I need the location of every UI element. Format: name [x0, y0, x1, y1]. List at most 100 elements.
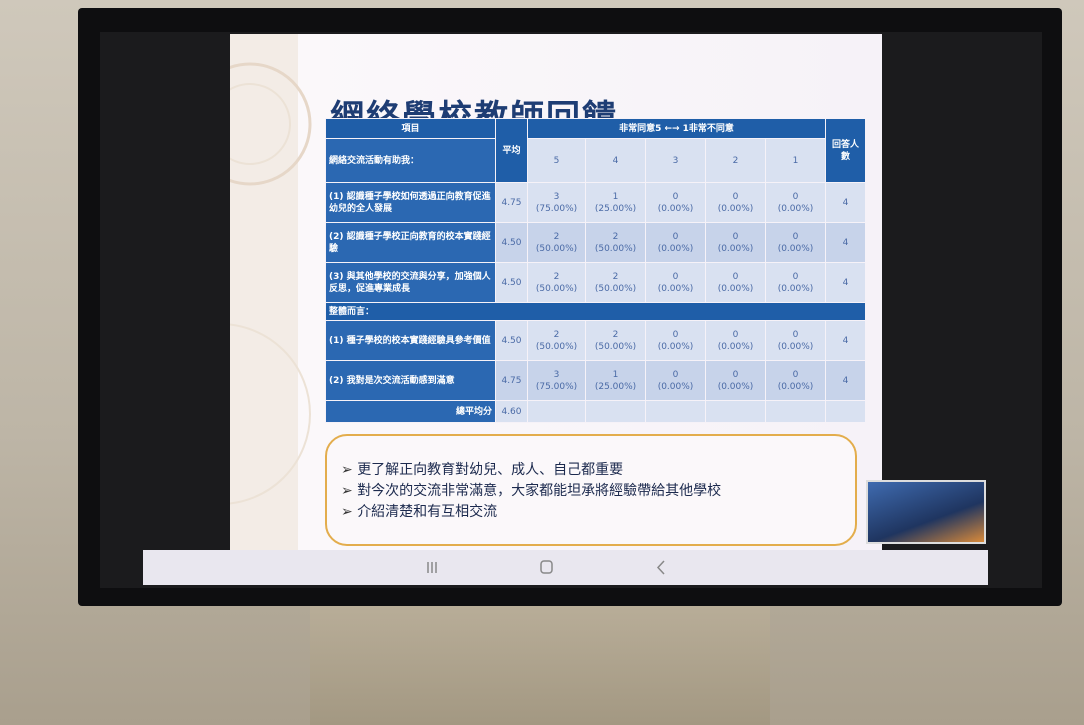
- header-row: 項目平均非常同意5 ←→ 1非常不同意回答人數: [326, 119, 866, 139]
- percent: (50.00%): [531, 243, 582, 255]
- empty-cell: [646, 401, 706, 423]
- average-cell: 4.50: [496, 223, 528, 263]
- count-cell: 3(75.00%): [528, 183, 586, 223]
- count: 0: [709, 329, 762, 341]
- count: 0: [649, 231, 702, 243]
- empty-cell: [766, 401, 826, 423]
- count-cell: 2(50.00%): [586, 263, 646, 303]
- item-cell: (1) 認識種子學校如何透過正向教育促進幼兒的全人發展: [326, 183, 496, 223]
- count-cell: 0(0.00%): [706, 263, 766, 303]
- percent: (50.00%): [531, 283, 582, 295]
- count: 3: [531, 191, 582, 203]
- respondents-cell: 4: [826, 321, 866, 361]
- count: 0: [709, 231, 762, 243]
- percent: (75.00%): [531, 381, 582, 393]
- photo: 網絡學校教師回饋 項目平均非常同意5 ←→ 1非常不同意回答人數網絡交流活動有助…: [0, 0, 1084, 725]
- count-cell: 2(50.00%): [586, 223, 646, 263]
- count: 0: [769, 369, 822, 381]
- count-cell: 0(0.00%): [766, 183, 826, 223]
- percent: (50.00%): [589, 243, 642, 255]
- header-item: 項目: [326, 119, 496, 139]
- total-label: 總平均分: [326, 401, 496, 423]
- header-scale: 非常同意5 ←→ 1非常不同意: [528, 119, 826, 139]
- average-cell: 4.75: [496, 183, 528, 223]
- count-cell: 0(0.00%): [766, 223, 826, 263]
- count-cell: 0(0.00%): [706, 321, 766, 361]
- count-cell: 1(25.00%): [586, 361, 646, 401]
- count: 0: [709, 369, 762, 381]
- count: 0: [769, 271, 822, 283]
- nav-icons: [143, 550, 988, 585]
- percent: (0.00%): [769, 203, 822, 215]
- count-cell: 2(50.00%): [528, 263, 586, 303]
- respondents-cell: 4: [826, 263, 866, 303]
- count: 1: [589, 191, 642, 203]
- count: 0: [649, 271, 702, 283]
- percent: (0.00%): [769, 381, 822, 393]
- count-cell: 0(0.00%): [646, 223, 706, 263]
- percent: (0.00%): [709, 203, 762, 215]
- item-cell: (2) 我對是次交流活動感到滿意: [326, 361, 496, 401]
- percent: (0.00%): [709, 243, 762, 255]
- count: 0: [649, 191, 702, 203]
- count: 0: [769, 231, 822, 243]
- count: 0: [769, 329, 822, 341]
- header-level: 2: [706, 139, 766, 183]
- count: 0: [769, 191, 822, 203]
- percent: (0.00%): [649, 381, 702, 393]
- count-cell: 0(0.00%): [766, 321, 826, 361]
- count-cell: 0(0.00%): [766, 361, 826, 401]
- count: 2: [531, 271, 582, 283]
- percent: (0.00%): [769, 283, 822, 295]
- count: 2: [589, 271, 642, 283]
- count: 0: [709, 191, 762, 203]
- nav-bar: [143, 550, 988, 585]
- header-row: 網絡交流活動有助我：54321: [326, 139, 866, 183]
- empty-cell: [826, 401, 866, 423]
- count-cell: 2(50.00%): [528, 223, 586, 263]
- percent: (0.00%): [709, 341, 762, 353]
- total-average: 4.60: [496, 401, 528, 423]
- count-cell: 0(0.00%): [646, 361, 706, 401]
- wall-lower: [310, 606, 770, 725]
- count: 2: [589, 329, 642, 341]
- percent: (75.00%): [531, 203, 582, 215]
- count: 2: [531, 329, 582, 341]
- average-cell: 4.75: [496, 361, 528, 401]
- count: 3: [531, 369, 582, 381]
- empty-cell: [706, 401, 766, 423]
- respondents-cell: 4: [826, 361, 866, 401]
- item-cell: (1) 種子學校的校本實踐經驗具參考價值: [326, 321, 496, 361]
- percent: (0.00%): [769, 243, 822, 255]
- respondents-cell: 4: [826, 223, 866, 263]
- percent: (50.00%): [531, 341, 582, 353]
- percent: (50.00%): [589, 341, 642, 353]
- average-cell: 4.50: [496, 263, 528, 303]
- percent: (50.00%): [589, 283, 642, 295]
- video-thumbnail: [866, 480, 986, 544]
- count: 2: [589, 231, 642, 243]
- header-respondents: 回答人數: [826, 119, 866, 183]
- item-cell: (2) 認識種子學校正向教育的校本實踐經驗: [326, 223, 496, 263]
- count-cell: 0(0.00%): [706, 183, 766, 223]
- percent: (0.00%): [649, 243, 702, 255]
- count-cell: 2(50.00%): [586, 321, 646, 361]
- item-cell: (3) 與其他學校的交流與分享，加強個人反思，促進專業成長: [326, 263, 496, 303]
- header-level: 1: [766, 139, 826, 183]
- note: 更了解正向教育對幼兒、成人、自己都重要: [341, 460, 855, 481]
- count-cell: 0(0.00%): [706, 223, 766, 263]
- count: 0: [709, 271, 762, 283]
- count: 0: [649, 329, 702, 341]
- average-cell: 4.50: [496, 321, 528, 361]
- notes-box: 更了解正向教育對幼兒、成人、自己都重要對今次的交流非常滿意，大家都能坦承將經驗帶…: [325, 434, 857, 546]
- count-cell: 0(0.00%): [706, 361, 766, 401]
- percent: (25.00%): [589, 381, 642, 393]
- percent: (0.00%): [649, 203, 702, 215]
- count-cell: 0(0.00%): [766, 263, 826, 303]
